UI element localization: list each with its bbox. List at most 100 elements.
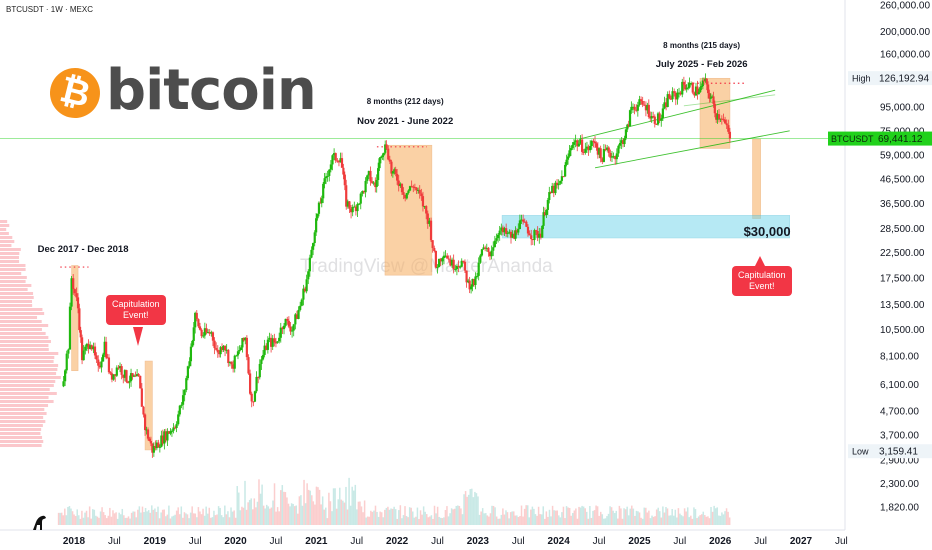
volume-bar bbox=[264, 508, 266, 525]
volume-bar bbox=[312, 501, 315, 525]
candle-body bbox=[123, 370, 126, 378]
candle-body bbox=[421, 196, 425, 207]
candle-body bbox=[157, 442, 160, 448]
candle-body bbox=[232, 364, 235, 369]
candle-body bbox=[236, 351, 240, 356]
candle-body bbox=[95, 355, 98, 360]
candle-body bbox=[112, 374, 115, 380]
candle-body bbox=[205, 328, 208, 333]
volume-bar bbox=[326, 518, 329, 525]
candle-body bbox=[100, 361, 103, 368]
volume-bar bbox=[379, 511, 381, 525]
volume-bar bbox=[311, 495, 313, 525]
volume-bar bbox=[281, 485, 284, 525]
capitulation-callout-1-pointer bbox=[133, 327, 143, 346]
x-tick-label: Jul bbox=[673, 536, 686, 547]
volume-bar bbox=[486, 515, 489, 525]
y-tick-label: 46,500.00 bbox=[880, 175, 925, 186]
y-tick-label: 2,300.00 bbox=[880, 479, 919, 490]
candle-body bbox=[630, 106, 633, 111]
y-tick-label: 36,500.00 bbox=[880, 199, 925, 210]
volume-bar bbox=[663, 512, 666, 525]
volume-profile-bar bbox=[0, 220, 8, 223]
dinosaur-icon[interactable] bbox=[30, 512, 50, 532]
volume-bar bbox=[604, 518, 607, 525]
candle-body bbox=[107, 357, 111, 373]
volume-bar bbox=[161, 509, 164, 525]
volume-bar bbox=[505, 510, 507, 525]
candle-body bbox=[509, 231, 513, 238]
volume-bar bbox=[523, 508, 526, 525]
candle-body bbox=[178, 405, 181, 415]
volume-bar bbox=[337, 499, 339, 525]
volume-bar bbox=[160, 512, 162, 525]
volume-bar bbox=[208, 507, 211, 525]
volume-bar bbox=[126, 517, 128, 525]
volume-bar bbox=[339, 487, 341, 525]
cycle3-title: July 2025 - Feb 2026 bbox=[656, 59, 748, 70]
candle-body bbox=[202, 335, 205, 337]
current-tag-value: 69,441.12 bbox=[878, 134, 923, 145]
candle-body bbox=[668, 94, 671, 99]
volume-profile-bar bbox=[0, 428, 42, 431]
candle-body bbox=[402, 192, 405, 195]
volume-bar bbox=[286, 497, 288, 525]
volume-profile-bar bbox=[0, 256, 19, 259]
candle-body bbox=[562, 176, 565, 178]
volume-bar bbox=[416, 507, 419, 525]
candle-body bbox=[93, 346, 97, 356]
volume-bar bbox=[385, 507, 388, 525]
volume-profile-bar bbox=[0, 384, 54, 387]
volume-bar bbox=[680, 515, 683, 525]
candle-body bbox=[160, 435, 163, 447]
candle-body bbox=[719, 118, 722, 120]
volume-bar bbox=[227, 511, 229, 525]
candle-body bbox=[299, 305, 302, 310]
volume-bar bbox=[130, 512, 133, 525]
volume-bar bbox=[320, 504, 322, 525]
volume-bar bbox=[509, 512, 512, 525]
volume-bar bbox=[334, 488, 336, 525]
volume-bar bbox=[346, 509, 349, 525]
candle-body bbox=[444, 255, 447, 257]
cycle-zone-1 bbox=[71, 265, 79, 372]
candle-body bbox=[579, 139, 582, 144]
candle-body bbox=[247, 357, 250, 374]
capitulation-callout-2: Capitulation Event! bbox=[732, 266, 792, 296]
candle-body bbox=[310, 249, 313, 258]
volume-bar bbox=[478, 514, 481, 525]
volume-bar bbox=[76, 509, 78, 525]
volume-bar bbox=[118, 512, 120, 525]
volume-profile-bar bbox=[0, 404, 49, 407]
candle-body bbox=[106, 357, 109, 359]
candle-body bbox=[145, 429, 148, 431]
candle-body bbox=[378, 158, 381, 169]
candle-body bbox=[399, 183, 402, 187]
candle-body bbox=[620, 140, 623, 143]
candle-body bbox=[533, 230, 536, 241]
candle-body bbox=[485, 247, 488, 249]
candle-body bbox=[585, 146, 589, 149]
candle-body bbox=[699, 87, 702, 93]
candle-body bbox=[158, 446, 161, 448]
volume-bar bbox=[638, 512, 641, 525]
volume-bar bbox=[189, 512, 192, 525]
capitulation-callout-2-pointer bbox=[755, 256, 765, 266]
volume-bar bbox=[269, 508, 271, 525]
capitulation-callout-2-line1: Capitulation bbox=[738, 270, 786, 280]
candle-body bbox=[336, 160, 339, 162]
volume-bar bbox=[380, 512, 383, 525]
candle-body bbox=[555, 182, 559, 186]
volume-bar bbox=[455, 505, 458, 525]
volume-bar bbox=[593, 510, 596, 525]
candle-body bbox=[598, 148, 601, 155]
candle-body bbox=[655, 123, 658, 125]
candle-body bbox=[707, 84, 710, 94]
candle-body bbox=[410, 186, 413, 188]
volume-profile-bar bbox=[0, 332, 46, 335]
volume-bar bbox=[211, 517, 214, 525]
y-tick-label: 95,000.00 bbox=[880, 102, 925, 113]
volume-bar bbox=[665, 507, 667, 525]
candle-body bbox=[569, 148, 573, 151]
